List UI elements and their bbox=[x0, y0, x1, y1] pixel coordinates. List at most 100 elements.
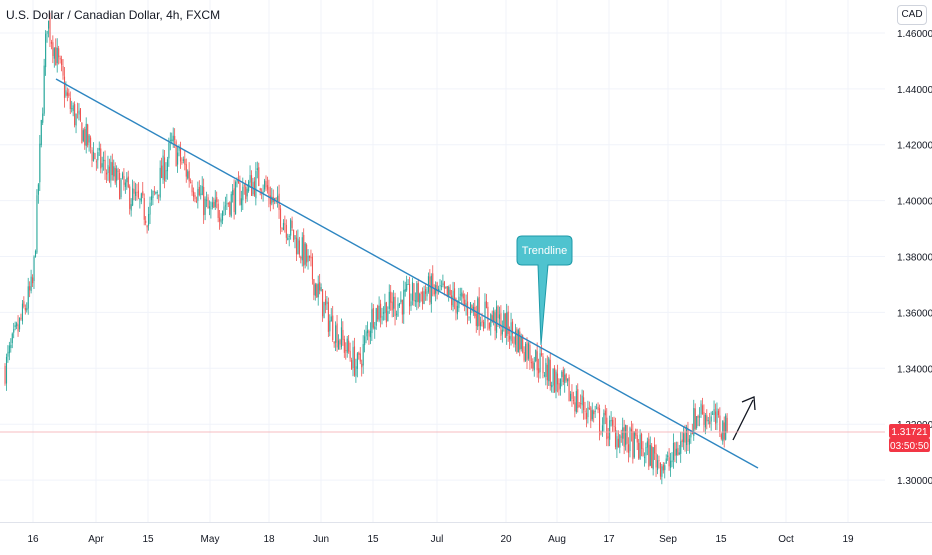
candle-body bbox=[194, 194, 196, 200]
candle-body bbox=[110, 161, 112, 181]
candle-body bbox=[66, 92, 68, 96]
candle-body bbox=[178, 146, 180, 151]
candle-body bbox=[26, 308, 28, 311]
candle-body bbox=[139, 199, 141, 200]
grid bbox=[0, 0, 885, 522]
candle-body bbox=[133, 188, 135, 194]
candle-body bbox=[475, 313, 477, 326]
candle-body bbox=[382, 312, 385, 314]
candle-body bbox=[671, 460, 673, 463]
candle-body bbox=[498, 314, 501, 320]
candle-body bbox=[703, 411, 705, 425]
candle-body bbox=[497, 305, 499, 318]
candle-body bbox=[171, 139, 173, 142]
candle-body bbox=[687, 428, 689, 443]
candle-body bbox=[40, 119, 42, 145]
candle-body bbox=[604, 410, 606, 416]
candle-body bbox=[628, 444, 630, 453]
candle-body bbox=[311, 256, 313, 280]
axes: 1.300001.320001.340001.360001.380001.400… bbox=[0, 29, 932, 545]
candle-body bbox=[491, 315, 493, 321]
candle-body bbox=[526, 342, 528, 360]
trendline-drawing[interactable] bbox=[55, 78, 759, 469]
candle-body bbox=[445, 286, 447, 288]
candle-body bbox=[681, 439, 683, 442]
candle-body bbox=[658, 460, 660, 462]
x-tick-label: Jun bbox=[313, 534, 329, 545]
candle-body bbox=[684, 431, 686, 443]
candle-body bbox=[564, 374, 566, 384]
candle-body bbox=[37, 184, 39, 195]
candle-body bbox=[71, 108, 73, 110]
candle-body bbox=[269, 195, 271, 205]
candle-body bbox=[249, 175, 251, 183]
candle-body bbox=[43, 65, 45, 114]
candle-body bbox=[45, 33, 47, 68]
candle-body bbox=[95, 161, 97, 163]
candle-body bbox=[603, 412, 605, 425]
candle-body bbox=[427, 276, 429, 292]
candle-body bbox=[657, 460, 659, 471]
candle-body bbox=[21, 303, 23, 322]
candle-body bbox=[480, 322, 482, 327]
candle-body bbox=[243, 185, 245, 187]
candle-body bbox=[439, 285, 441, 287]
candle-body bbox=[723, 422, 725, 440]
candle-body bbox=[552, 368, 554, 386]
candle-body bbox=[226, 203, 228, 205]
candle-body bbox=[594, 410, 596, 412]
candle-body bbox=[516, 329, 518, 353]
candle-body bbox=[575, 391, 577, 413]
candle-body bbox=[184, 159, 186, 165]
candle-body bbox=[551, 385, 553, 388]
candle-body bbox=[668, 457, 670, 467]
x-tick-label: 20 bbox=[500, 534, 512, 545]
candle-body bbox=[251, 175, 253, 196]
candle-body bbox=[297, 238, 299, 254]
candle-body bbox=[77, 111, 79, 113]
candle-body bbox=[623, 427, 625, 447]
candle-body bbox=[426, 291, 428, 297]
candle-body bbox=[7, 351, 9, 357]
candle-body bbox=[578, 405, 580, 407]
candle-body bbox=[123, 176, 125, 185]
candle-body bbox=[343, 339, 345, 353]
candle-body bbox=[433, 289, 435, 295]
candle-body bbox=[166, 159, 168, 172]
candle-body bbox=[264, 180, 266, 190]
candle-body bbox=[514, 330, 516, 345]
candle-body bbox=[114, 168, 116, 183]
trendline-callout[interactable]: Trendline bbox=[516, 235, 573, 346]
candle-body bbox=[432, 273, 434, 288]
countdown-tag bbox=[889, 437, 930, 452]
candle-body bbox=[409, 283, 411, 307]
trendline[interactable] bbox=[55, 78, 759, 469]
candle-body bbox=[662, 464, 664, 471]
currency-button[interactable]: CAD bbox=[897, 5, 927, 25]
candle-body bbox=[384, 302, 386, 314]
candle-body bbox=[198, 186, 200, 196]
candle-body bbox=[340, 327, 342, 348]
candle-body bbox=[652, 447, 654, 470]
candle-body bbox=[68, 93, 70, 97]
candle-body bbox=[717, 410, 719, 416]
candle-body bbox=[712, 413, 714, 415]
candle-body bbox=[496, 306, 498, 333]
candle-body bbox=[523, 352, 525, 361]
candle-body bbox=[716, 408, 718, 423]
candle-body bbox=[411, 282, 414, 301]
candle-body bbox=[206, 199, 208, 201]
candle-body bbox=[467, 301, 469, 316]
candle-body bbox=[620, 436, 622, 438]
candle-body bbox=[438, 288, 440, 291]
candle-body bbox=[414, 300, 416, 302]
x-tick-label: Jul bbox=[431, 534, 444, 545]
candle-body bbox=[440, 286, 443, 287]
candle-body bbox=[536, 351, 538, 371]
candle-body bbox=[229, 202, 231, 215]
candle-body bbox=[268, 187, 270, 199]
candle-body bbox=[332, 315, 334, 340]
candle-body bbox=[362, 344, 364, 366]
